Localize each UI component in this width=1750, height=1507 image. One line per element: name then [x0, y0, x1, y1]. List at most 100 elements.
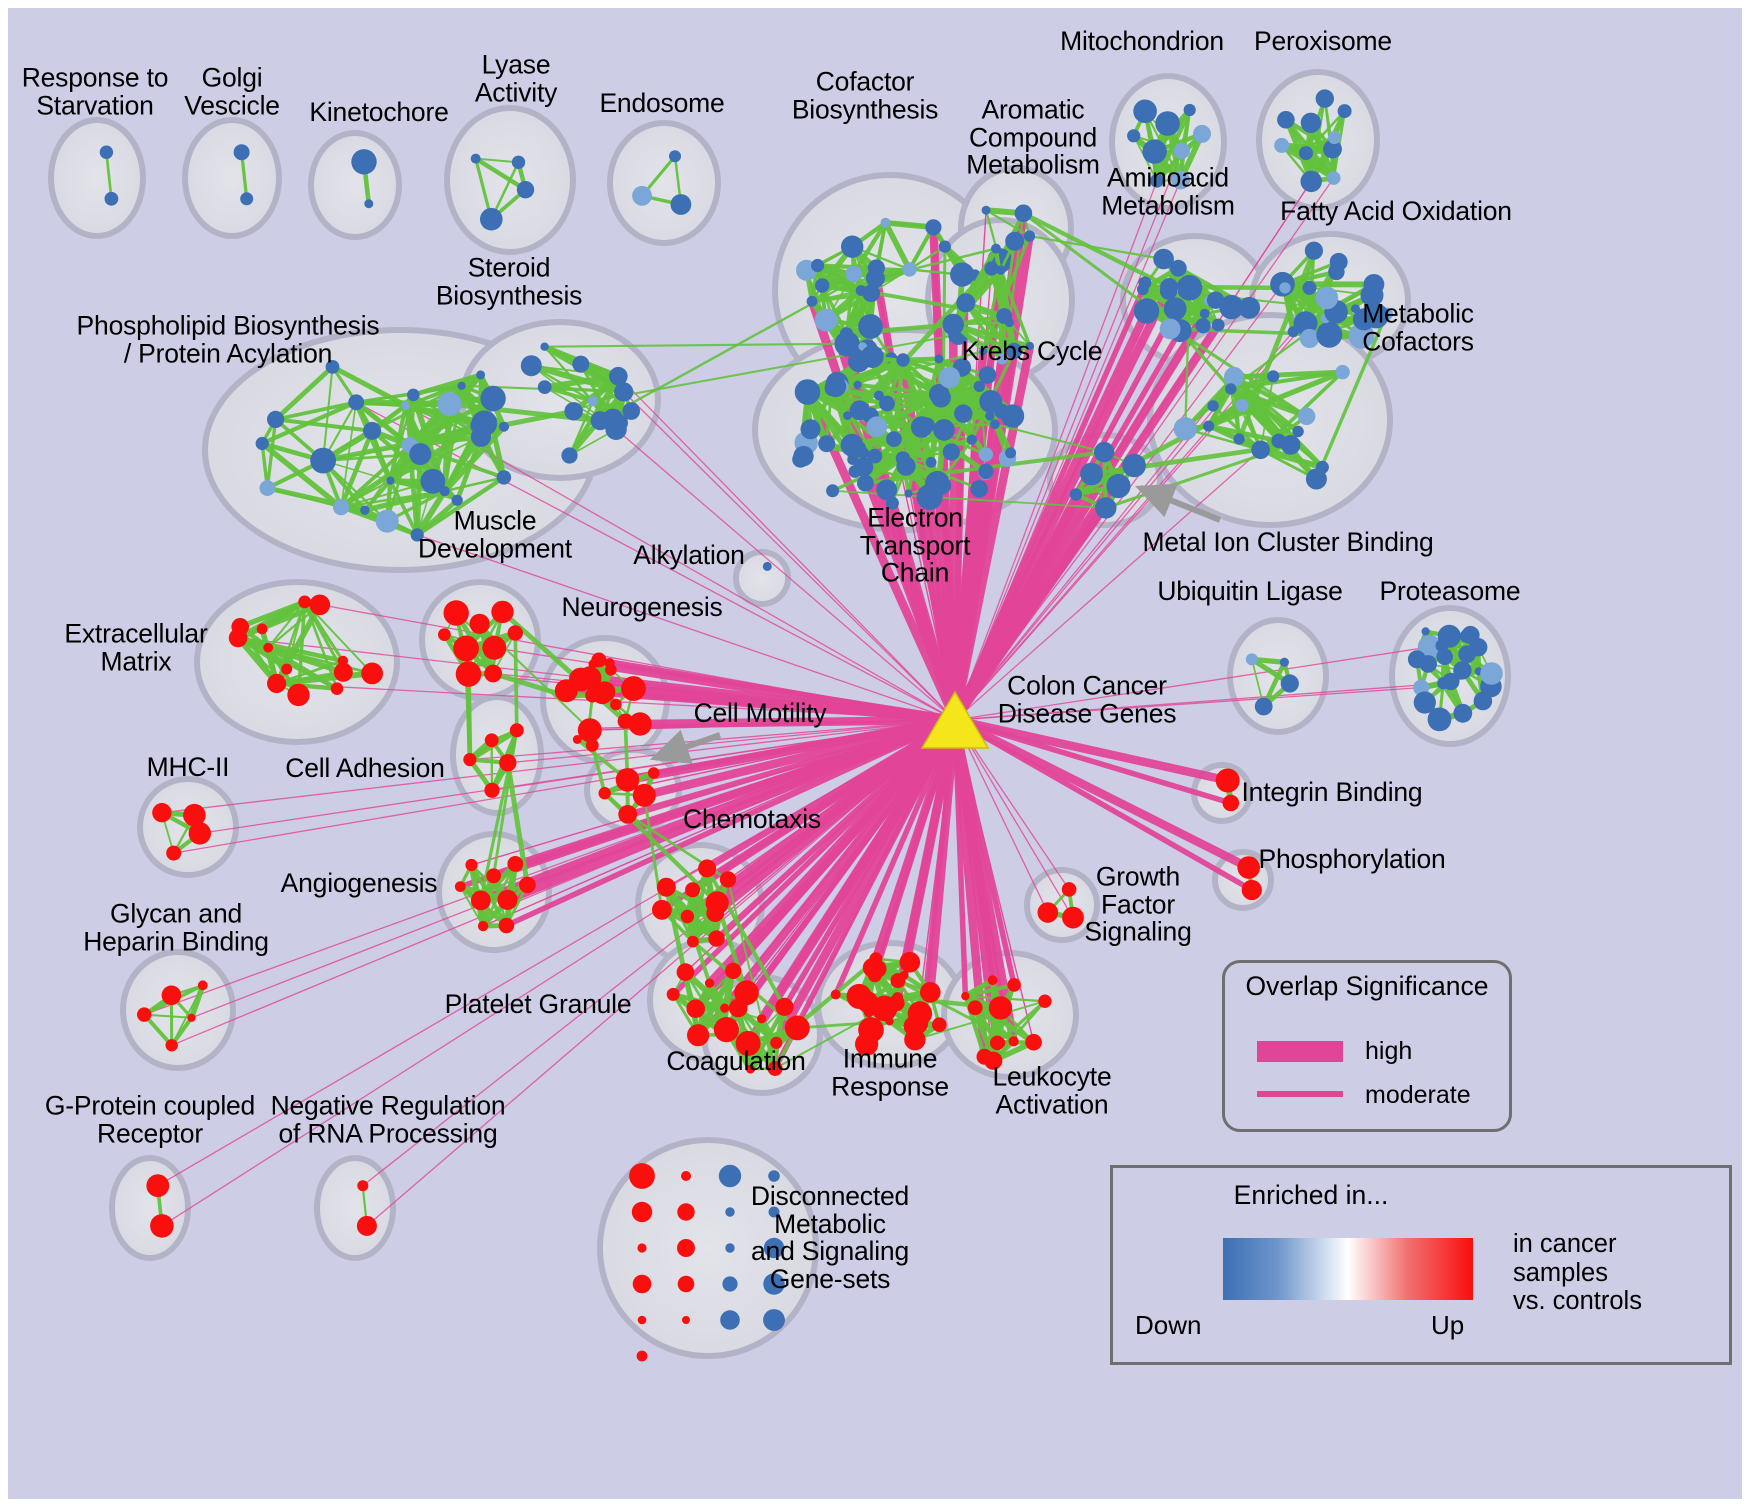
gene-set-node[interactable] [443, 600, 469, 626]
gene-set-node[interactable] [904, 489, 913, 498]
gene-set-node[interactable] [1473, 691, 1493, 711]
gene-set-node[interactable] [950, 262, 975, 287]
gene-set-node[interactable] [996, 353, 1008, 365]
gene-set-node[interactable] [146, 1174, 170, 1198]
gene-set-node[interactable] [1025, 341, 1034, 351]
gene-set-node[interactable] [496, 470, 512, 485]
gene-set-node[interactable] [839, 327, 854, 341]
gene-set-node[interactable] [363, 421, 382, 440]
gene-set-node[interactable] [978, 366, 997, 384]
gene-set-node[interactable] [899, 951, 921, 973]
gene-set-node[interactable] [1326, 171, 1341, 185]
gene-set-node[interactable] [1005, 447, 1017, 459]
gene-set-node[interactable] [99, 145, 114, 159]
gene-set-node[interactable] [1251, 440, 1270, 460]
gene-set-node[interactable] [942, 443, 960, 461]
gene-set-node[interactable] [979, 347, 988, 356]
gene-set-node[interactable] [1254, 697, 1273, 716]
gene-set-node[interactable] [1080, 462, 1103, 486]
gene-set-node[interactable] [926, 220, 940, 233]
gene-set-node[interactable] [298, 595, 312, 609]
gene-set-node[interactable] [867, 448, 883, 464]
gene-set-node[interactable] [561, 691, 571, 701]
gene-set-node[interactable] [806, 295, 818, 307]
gene-set-node[interactable] [896, 353, 910, 367]
gene-set-node[interactable] [920, 982, 941, 1003]
gene-set-node[interactable] [1062, 906, 1084, 929]
gene-set-node[interactable] [480, 207, 503, 231]
gene-set-node[interactable] [719, 871, 737, 888]
gene-set-node[interactable] [934, 354, 944, 364]
gene-set-node[interactable] [197, 980, 208, 991]
gene-set-node[interactable] [1337, 104, 1352, 119]
gene-set-node[interactable] [585, 687, 600, 703]
gene-set-node[interactable] [932, 475, 952, 495]
gene-set-node[interactable] [409, 443, 432, 466]
gene-set-node[interactable] [1442, 672, 1460, 691]
gene-set-node[interactable] [356, 1215, 377, 1236]
gene-set-node[interactable] [725, 962, 742, 980]
gene-set-node[interactable] [386, 476, 395, 485]
gene-set-node[interactable] [1122, 453, 1146, 478]
cluster-glycan-and-heparin-binding[interactable] [120, 949, 236, 1071]
gene-set-node[interactable] [677, 1275, 695, 1293]
gene-set-node[interactable] [987, 975, 998, 986]
gene-set-node[interactable] [618, 805, 638, 824]
gene-set-node[interactable] [720, 1310, 740, 1330]
gene-set-node[interactable] [1106, 473, 1131, 499]
gene-set-node[interactable] [1413, 691, 1436, 714]
gene-set-node[interactable] [652, 899, 672, 920]
gene-set-node[interactable] [507, 856, 524, 872]
gene-set-node[interactable] [375, 509, 399, 533]
gene-set-node[interactable] [1173, 142, 1190, 159]
gene-set-node[interactable] [656, 877, 676, 897]
gene-set-node[interactable] [718, 1164, 742, 1188]
gene-set-node[interactable] [609, 366, 628, 386]
gene-set-node[interactable] [410, 528, 424, 542]
gene-set-node[interactable] [1219, 294, 1244, 320]
gene-set-node[interactable] [590, 411, 610, 431]
gene-set-node[interactable] [1225, 383, 1237, 395]
gene-set-node[interactable] [746, 1064, 755, 1074]
gene-set-node[interactable] [734, 980, 759, 1005]
gene-set-node[interactable] [598, 787, 611, 800]
gene-set-node[interactable] [925, 456, 937, 468]
gene-set-node[interactable] [1302, 280, 1317, 295]
gene-set-node[interactable] [454, 881, 466, 892]
gene-set-node[interactable] [848, 465, 862, 478]
gene-set-node[interactable] [705, 891, 729, 915]
gene-set-node[interactable] [687, 935, 699, 948]
gene-set-node[interactable] [1241, 879, 1262, 901]
gene-set-node[interactable] [885, 1017, 894, 1026]
gene-set-node[interactable] [357, 1180, 369, 1192]
gene-set-node[interactable] [1153, 248, 1174, 270]
gene-set-node[interactable] [1095, 497, 1117, 519]
gene-set-node[interactable] [1006, 342, 1023, 359]
gene-set-node[interactable] [231, 618, 249, 636]
gene-set-node[interactable] [687, 1024, 710, 1047]
gene-set-node[interactable] [826, 484, 840, 498]
gene-set-node[interactable] [978, 447, 994, 462]
gene-set-node[interactable] [484, 782, 500, 798]
gene-set-node[interactable] [1304, 241, 1323, 260]
gene-set-node[interactable] [794, 379, 821, 405]
gene-set-node[interactable] [775, 997, 794, 1017]
cluster-negative-regulation-rna[interactable] [314, 1155, 396, 1261]
gene-set-node[interactable] [1004, 317, 1015, 328]
gene-set-node[interactable] [629, 1163, 655, 1189]
gene-set-node[interactable] [621, 676, 646, 701]
gene-set-node[interactable] [1327, 131, 1341, 145]
gene-set-node[interactable] [484, 664, 502, 683]
gene-set-node[interactable] [1469, 638, 1488, 657]
gene-set-node[interactable] [865, 268, 885, 288]
gene-set-node[interactable] [757, 1014, 767, 1024]
gene-set-node[interactable] [1235, 398, 1249, 412]
gene-set-node[interactable] [931, 387, 951, 408]
gene-set-node[interactable] [455, 661, 482, 687]
gene-set-node[interactable] [477, 920, 489, 932]
cluster-disconnected-gene-sets[interactable] [597, 1137, 819, 1359]
cluster-response-to-starvation[interactable] [48, 117, 146, 239]
gene-set-node[interactable] [725, 1243, 735, 1253]
gene-set-node[interactable] [233, 144, 250, 161]
gene-set-node[interactable] [1274, 137, 1290, 153]
